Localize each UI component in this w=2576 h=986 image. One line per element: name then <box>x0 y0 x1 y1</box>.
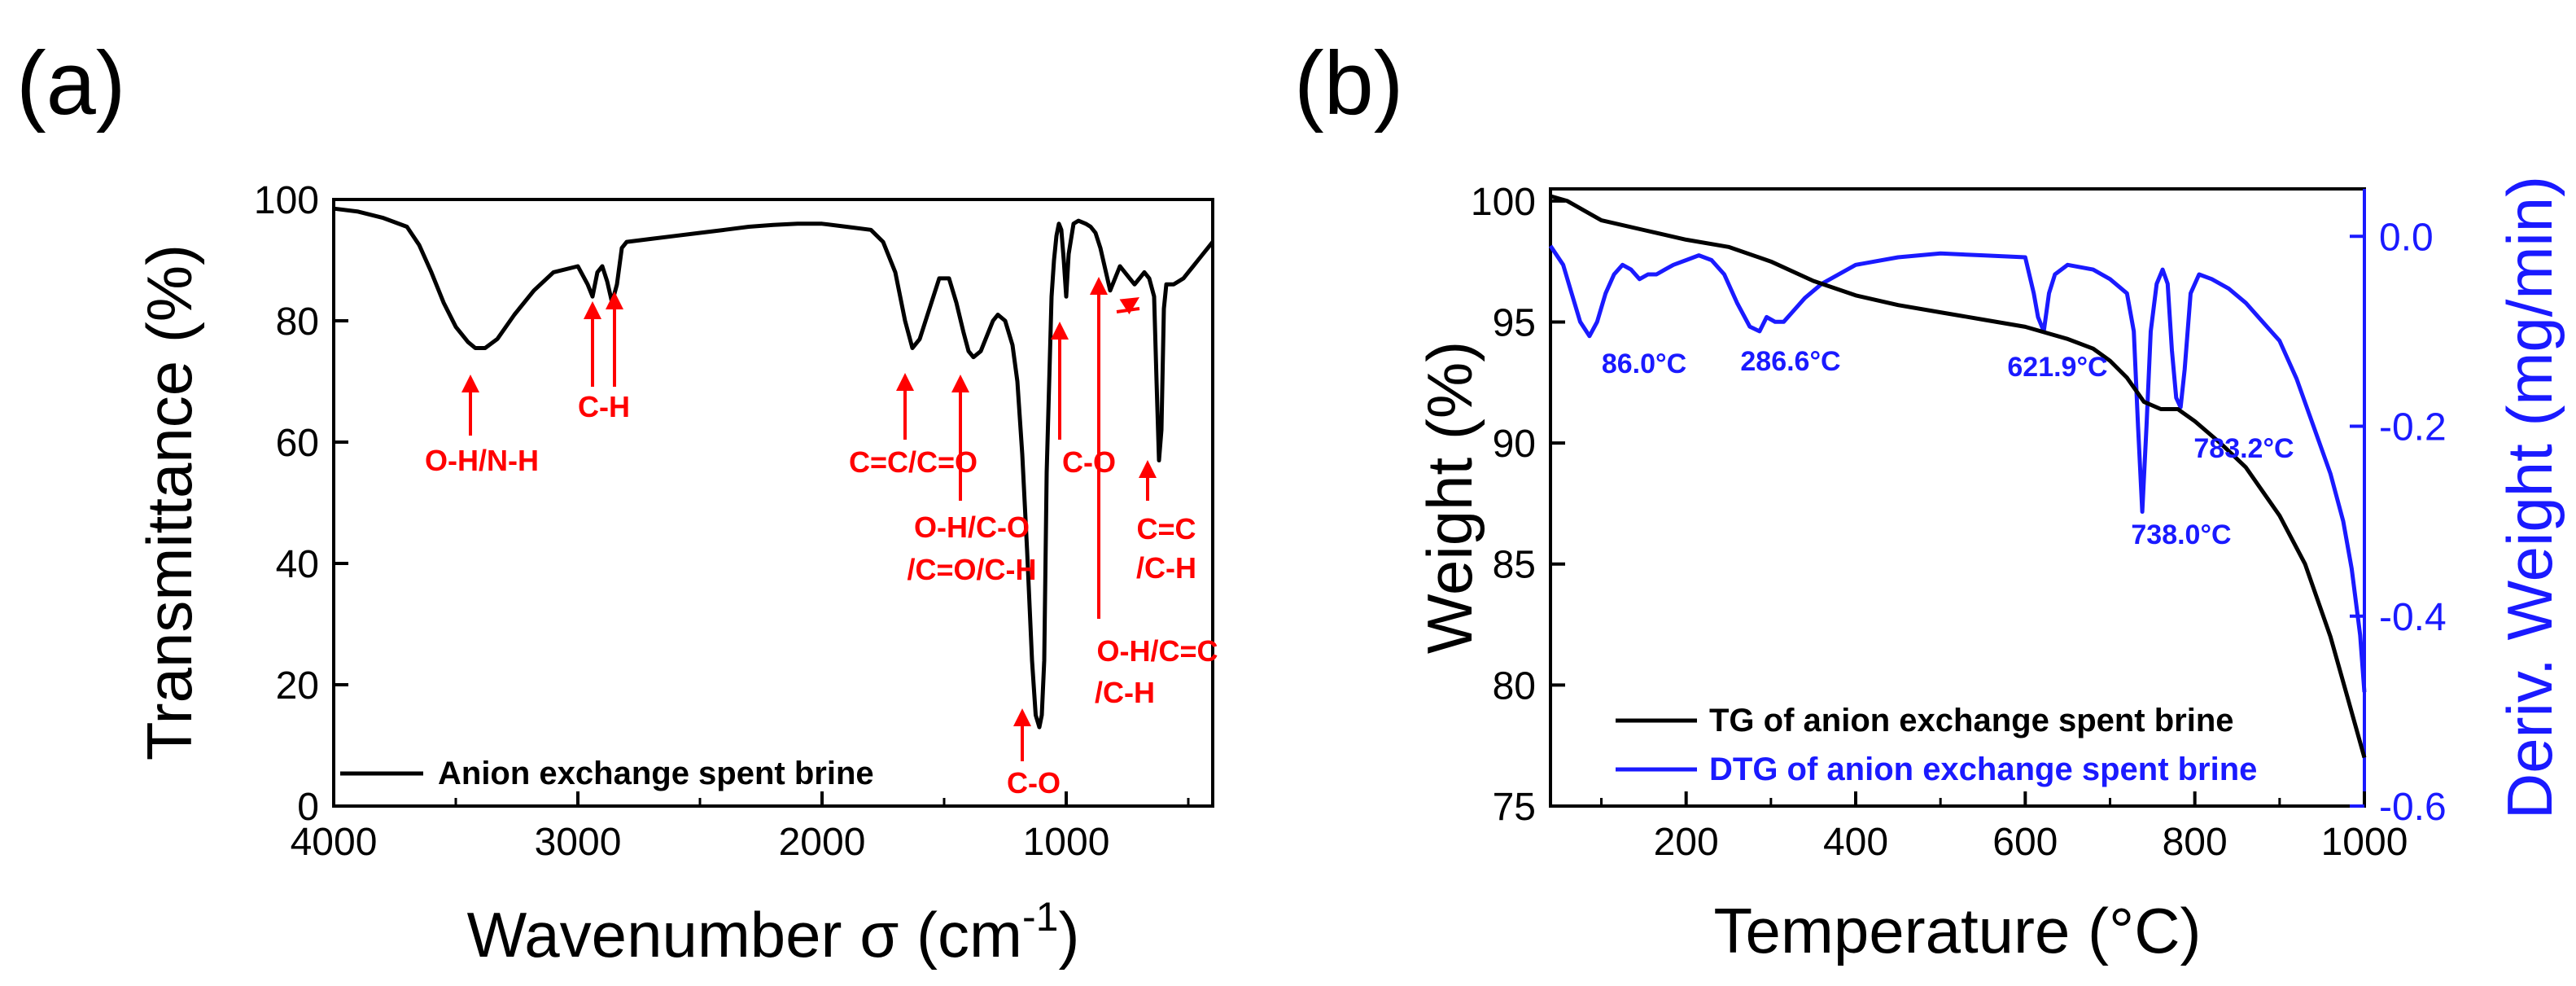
dtg-line <box>1548 244 2367 693</box>
a-xtick-label: 3000 <box>535 821 622 864</box>
panel-a-arrows <box>461 277 1157 761</box>
annotation-286: 286.6°C <box>1740 346 1840 377</box>
a-ytick-label: 80 <box>276 300 319 344</box>
panel-b-legend: TG of anion exchange spent brine DTG of … <box>1616 703 2257 787</box>
annotation-arrowhead <box>1051 322 1069 340</box>
b-xtick-label: 200 <box>1654 821 1719 864</box>
legend-entry-tg: TG of anion exchange spent brine <box>1709 703 2234 738</box>
b-xtick-label: 1000 <box>2321 821 2408 864</box>
legend-entry-a: Anion exchange spent brine <box>438 756 874 791</box>
a-xtick-label: 4000 <box>291 821 378 864</box>
panel-a-ticks: 4000 3000 2000 1000 0 20 40 60 80 100 <box>254 179 1190 864</box>
b-y2tick-label: -0.2 <box>2379 406 2447 449</box>
panel-b-plot <box>1548 194 2367 759</box>
panel-a-legend: Anion exchange spent brine <box>340 756 874 791</box>
a-xtick-label: 1000 <box>1023 821 1110 864</box>
panel-b-ticks: 200 400 600 800 1000 75 80 85 90 95 100 -0.6 -0.4 -0.… <box>1471 181 2447 864</box>
annotation-arrowhead <box>896 373 914 391</box>
a-ytick-label: 40 <box>276 543 319 586</box>
annotation-86: 86.0°C <box>1602 348 1686 379</box>
panel-b-label: (b) <box>1294 33 1403 134</box>
tg-line <box>1550 194 2367 759</box>
panel-a-xlabel-sup: -1 <box>1022 894 1058 940</box>
a-ytick-label: 20 <box>276 664 319 708</box>
annotation-co-ch: /C=O/C-H <box>907 553 1036 586</box>
annotation-621: 621.9°C <box>2007 352 2107 383</box>
panel-b: (b) 200 400 600 800 1000 75 80 85 90 95 100 -0.6 -0.… <box>1294 33 2565 966</box>
annotation-ch-3: /C-H <box>1136 551 1196 585</box>
annotation-arrowhead <box>1139 460 1157 478</box>
annotation-co-2: C-O <box>1062 445 1116 479</box>
a-xtick-label: 2000 <box>779 821 866 864</box>
panel-a-xlabel: Wavenumber σ (cm-1) <box>467 894 1080 971</box>
panel-a-ylabel: Transmittance (%) <box>133 244 205 760</box>
b-ytick-label: 95 <box>1493 301 1536 344</box>
panel-a: (a) 4000 3000 2000 1000 0 20 40 60 80 100 Transmi… <box>16 33 1218 971</box>
annotation-cc-co: C=C/C=O <box>849 445 977 479</box>
b-ytick-label: 75 <box>1493 786 1536 829</box>
annotation-ch: C-H <box>578 390 630 423</box>
panel-b-xlabel: Temperature (°C) <box>1713 895 2201 966</box>
annotation-arrowhead <box>606 291 623 309</box>
annotation-arrowhead <box>1090 277 1108 295</box>
a-ytick-label: 60 <box>276 422 319 465</box>
panel-a-label: (a) <box>16 33 125 134</box>
b-ytick-label: 85 <box>1493 544 1536 587</box>
panel-b-y2label: Deriv. Weight (mg/min) <box>2494 176 2565 819</box>
panel-a-xlabel-close: ) <box>1058 899 1079 971</box>
annotation-arrowhead <box>951 375 969 392</box>
annotation-738: 738.0°C <box>2131 519 2231 550</box>
annotation-arrowhead <box>584 301 601 319</box>
b-ytick-label: 80 <box>1493 664 1536 708</box>
a-ytick-label: 100 <box>254 179 319 222</box>
a-ytick-label: 0 <box>297 786 319 829</box>
ir-spectrum-line <box>333 206 1214 730</box>
panel-a-plot <box>333 206 1214 730</box>
annotation-ch-2: /C-H <box>1095 676 1155 709</box>
annotation-cc: C=C <box>1136 512 1196 546</box>
b-y2tick-label: 0.0 <box>2379 216 2434 259</box>
b-y2tick-label: -0.4 <box>2379 596 2447 639</box>
annotation-oh-nh: O-H/N-H <box>425 444 539 477</box>
b-xtick-label: 600 <box>1992 821 2058 864</box>
panel-a-xlabel-main: Wavenumber σ (cm <box>467 899 1022 971</box>
annotation-783: 783.2°C <box>2193 433 2294 464</box>
b-ytick-label: 100 <box>1471 181 1536 224</box>
b-xtick-label: 800 <box>2163 821 2228 864</box>
b-ytick-label: 90 <box>1493 423 1536 466</box>
annotation-co-1: C-O <box>1007 766 1061 800</box>
panel-b-annotations: 86.0°C 286.6°C 621.9°C 738.0°C 783.2°C <box>1602 346 2294 550</box>
panel-a-annotations: O-H/N-H C-H C=C/C=O O-H/C-O /C=O/C-H C-O… <box>425 390 1218 800</box>
b-xtick-label: 400 <box>1823 821 1888 864</box>
legend-entry-dtg: DTG of anion exchange spent brine <box>1709 752 2257 787</box>
annotation-arrowhead <box>461 375 479 392</box>
annotation-oh-cc: O-H/C=C <box>1096 634 1218 668</box>
b-y2tick-label: -0.6 <box>2379 786 2447 829</box>
panel-b-ylabel: Weight (%) <box>1414 341 1485 654</box>
annotation-arrowhead <box>1013 708 1031 726</box>
annotation-oh-co: O-H/C-O <box>914 511 1030 544</box>
panel-a-frame <box>332 198 1214 808</box>
annotation-arrowhead <box>1119 297 1139 315</box>
